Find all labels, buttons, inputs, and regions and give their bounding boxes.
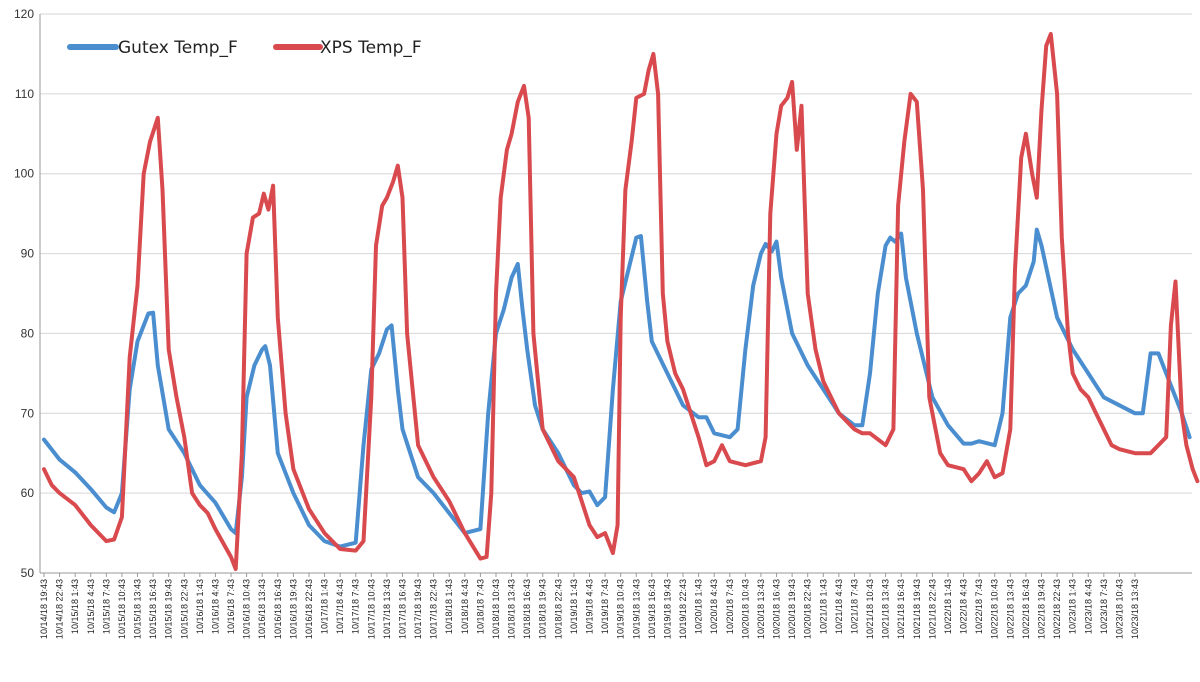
x-tick-label: 10/22/18 4:43 <box>959 579 969 634</box>
x-tick-label: 10/19/18 16:43 <box>647 579 657 639</box>
x-tick-label: 10/18/18 19:43 <box>538 579 548 639</box>
x-tick-label: 10/18/18 4:43 <box>460 579 470 634</box>
x-tick-label: 10/22/18 10:43 <box>990 579 1000 639</box>
x-tick-label: 10/20/18 22:43 <box>803 579 813 639</box>
x-tick-label: 10/17/18 1:43 <box>320 579 330 634</box>
x-tick-label: 10/22/18 16:43 <box>1021 579 1031 639</box>
x-tick-label: 10/23/18 13:43 <box>1130 579 1140 639</box>
x-tick-label: 10/15/18 1:43 <box>70 579 80 634</box>
x-tick-label: 10/19/18 13:43 <box>631 579 641 639</box>
x-tick-label: 10/17/18 19:43 <box>413 579 423 639</box>
grid-lines <box>40 13 1192 574</box>
x-tick-label: 10/17/18 10:43 <box>366 579 376 639</box>
x-tick-label: 10/16/18 1:43 <box>195 579 205 634</box>
x-tick-label: 10/16/18 4:43 <box>210 579 220 634</box>
x-tick-label: 10/16/18 16:43 <box>273 579 283 639</box>
x-tick-label: 10/20/18 7:43 <box>725 579 735 634</box>
y-tick-label: 100 <box>14 167 34 181</box>
x-tick-label: 10/14/18 22:43 <box>55 579 65 639</box>
x-tick-label: 10/19/18 22:43 <box>678 579 688 639</box>
x-tick-label: 10/17/18 4:43 <box>335 579 345 634</box>
x-tick-label: 10/18/18 22:43 <box>553 579 563 639</box>
x-tick-label: 10/18/18 1:43 <box>444 579 454 634</box>
x-tick-label: 10/22/18 19:43 <box>1036 579 1046 639</box>
x-tick-label: 10/15/18 7:43 <box>101 579 111 634</box>
legend: Gutex Temp_F XPS Temp_F <box>67 38 422 58</box>
plot-area <box>42 32 1200 571</box>
x-tick-label: 10/15/18 13:43 <box>133 579 143 639</box>
x-tick-label: 10/17/18 22:43 <box>429 579 439 639</box>
legend-label-gutex: Gutex Temp_F <box>118 38 238 58</box>
x-tick-label: 10/18/18 7:43 <box>475 579 485 634</box>
x-tick-label: 10/18/18 16:43 <box>522 579 532 639</box>
y-tick-label: 60 <box>21 486 35 500</box>
x-tick-label: 10/16/18 22:43 <box>304 579 314 639</box>
y-tick-label: 50 <box>21 566 35 580</box>
x-tick-label: 10/20/18 19:43 <box>787 579 797 639</box>
x-tick-label: 10/15/18 19:43 <box>164 579 174 639</box>
x-tick-label: 10/22/18 7:43 <box>974 579 984 634</box>
x-tick-label: 10/19/18 7:43 <box>600 579 610 634</box>
x-tick-label: 10/23/18 1:43 <box>1068 579 1078 634</box>
y-axis: 50 60 70 80 90 100 110 120 <box>14 7 41 580</box>
x-tick-label: 10/21/18 1:43 <box>818 579 828 634</box>
x-tick-label: 10/20/18 16:43 <box>772 579 782 639</box>
x-tick-label: 10/21/18 19:43 <box>912 579 922 639</box>
x-tick-label: 10/21/18 13:43 <box>881 579 891 639</box>
x-tick-label: 10/23/18 4:43 <box>1083 579 1093 634</box>
x-tick-label: 10/22/18 22:43 <box>1052 579 1062 639</box>
x-tick-label: 10/16/18 13:43 <box>257 579 267 639</box>
y-tick-label: 70 <box>21 406 35 420</box>
x-tick-label: 10/20/18 4:43 <box>709 579 719 634</box>
x-tick-label: 10/17/18 16:43 <box>397 579 407 639</box>
x-tick-label: 10/21/18 7:43 <box>849 579 859 634</box>
x-tick-label: 10/19/18 4:43 <box>585 579 595 634</box>
x-tick-label: 10/21/18 4:43 <box>834 579 844 634</box>
x-tick-label: 10/21/18 22:43 <box>927 579 937 639</box>
x-tick-label: 10/17/18 13:43 <box>382 579 392 639</box>
y-tick-label: 120 <box>14 7 34 21</box>
x-tick-label: 10/19/18 1:43 <box>569 579 579 634</box>
y-tick-label: 80 <box>21 326 35 340</box>
x-tick-label: 10/22/18 13:43 <box>1005 579 1015 639</box>
x-tick-label: 10/16/18 19:43 <box>288 579 298 639</box>
x-tick-label: 10/21/18 10:43 <box>865 579 875 639</box>
legend-label-xps: XPS Temp_F <box>320 38 422 58</box>
series-line-xps <box>42 32 1200 571</box>
x-tick-label: 10/15/18 10:43 <box>117 579 127 639</box>
x-tick-label: 10/15/18 22:43 <box>179 579 189 639</box>
x-tick-label: 10/19/18 19:43 <box>662 579 672 639</box>
x-tick-label: 10/23/18 7:43 <box>1099 579 1109 634</box>
x-tick-label: 10/14/18 19:43 <box>39 579 49 639</box>
x-tick-label: 10/23/18 10:43 <box>1114 579 1124 639</box>
x-tick-label: 10/20/18 1:43 <box>694 579 704 634</box>
x-tick-label: 10/21/18 16:43 <box>896 579 906 639</box>
x-tick-label: 10/17/18 7:43 <box>351 579 361 634</box>
x-axis: 10/14/18 19:43 10/14/18 22:43 10/15/18 1:4… <box>39 573 1140 639</box>
x-tick-label: 10/16/18 7:43 <box>226 579 236 634</box>
y-tick-label: 90 <box>21 247 35 261</box>
y-tick-label: 110 <box>15 87 34 101</box>
x-tick-label: 10/15/18 4:43 <box>86 579 96 634</box>
x-tick-label: 10/18/18 10:43 <box>491 579 501 639</box>
x-tick-label: 10/20/18 10:43 <box>740 579 750 639</box>
x-tick-label: 10/16/18 10:43 <box>242 579 252 639</box>
x-tick-label: 10/22/18 1:43 <box>943 579 953 634</box>
x-tick-label: 10/18/18 13:43 <box>507 579 517 639</box>
x-tick-label: 10/20/18 13:43 <box>756 579 766 639</box>
x-tick-label: 10/15/18 16:43 <box>148 579 158 639</box>
x-tick-label: 10/19/18 10:43 <box>616 579 626 639</box>
